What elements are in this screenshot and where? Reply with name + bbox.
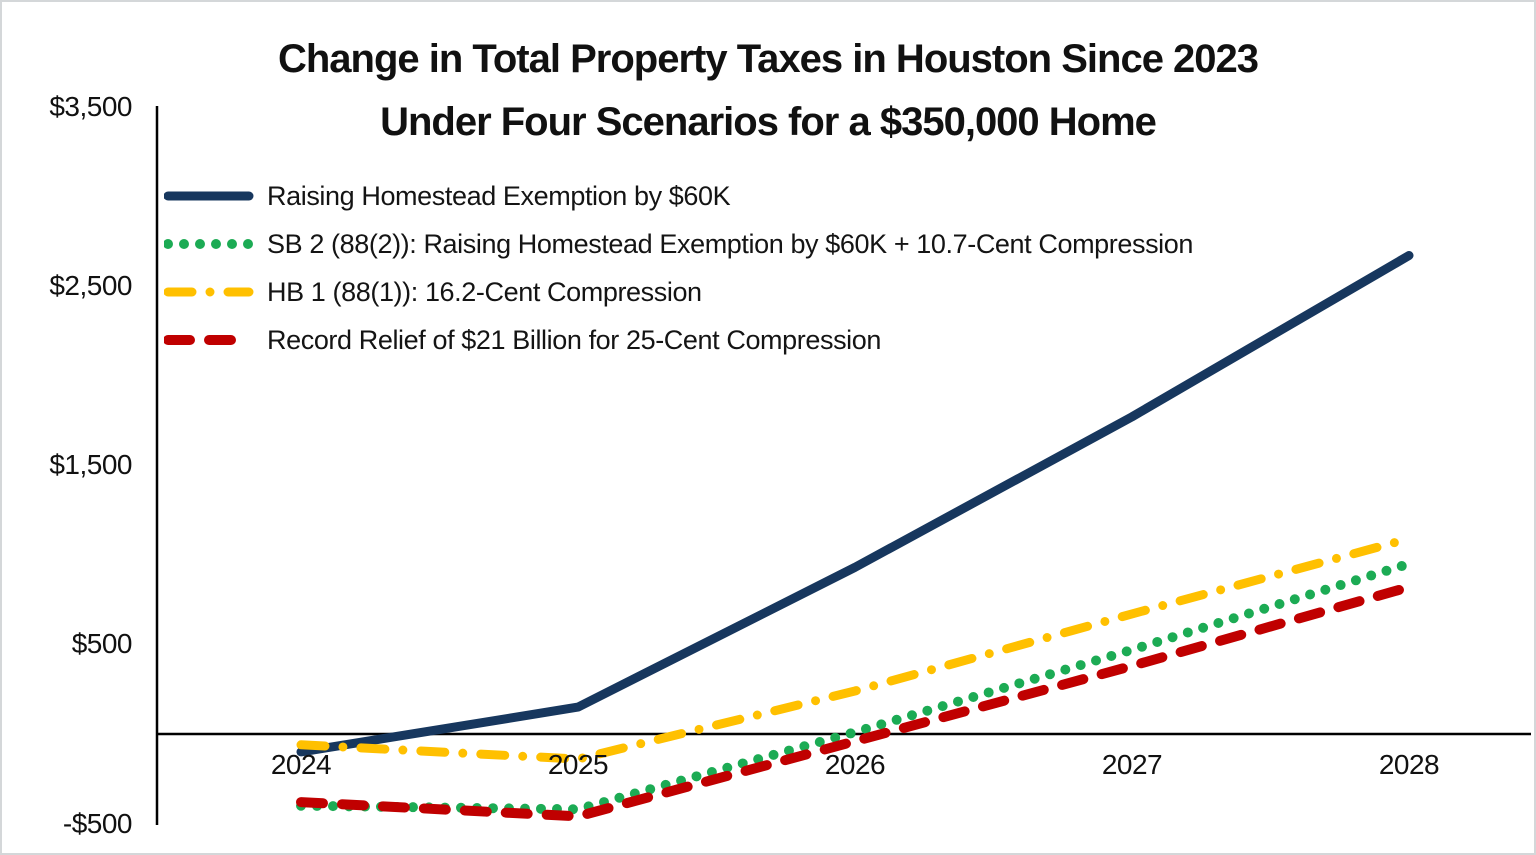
legend-line-sample xyxy=(164,239,254,249)
chart-title-line1: Change in Total Property Taxes in Housto… xyxy=(277,37,1259,81)
series-line-1 xyxy=(296,558,1414,815)
legend-line-sample xyxy=(164,287,254,297)
legend-item: SB 2 (88(2)): Raising Homestead Exemptio… xyxy=(164,226,1193,262)
legend-item: Record Relief of $21 Billion for 25-Cent… xyxy=(164,322,881,358)
y-tick-label: $2,500 xyxy=(49,270,132,301)
y-tick-label: $3,500 xyxy=(49,91,132,122)
y-tick-label: $500 xyxy=(71,628,133,659)
series-line-3 xyxy=(296,582,1414,822)
y-tick-label: $1,500 xyxy=(49,449,132,480)
legend-label: Record Relief of $21 Billion for 25-Cent… xyxy=(267,324,882,355)
series-line-0 xyxy=(296,251,1414,757)
legend-label: HB 1 (88(1)): 16.2-Cent Compression xyxy=(267,276,702,307)
x-tick-label: 2024 xyxy=(270,749,332,780)
legend-label: Raising Homestead Exemption by $60K xyxy=(267,180,731,211)
legend-line-sample xyxy=(164,191,254,201)
series-line-2 xyxy=(296,534,1414,764)
x-tick-label: 2025 xyxy=(547,749,609,780)
y-tick-label: -$500 xyxy=(62,808,133,839)
legend-item: HB 1 (88(1)): 16.2-Cent Compression xyxy=(164,274,702,310)
x-tick-label: 2027 xyxy=(1101,749,1163,780)
chart-title: Change in Total Property Taxes in Housto… xyxy=(2,28,1534,154)
legend-line-sample xyxy=(164,335,254,345)
legend-label: SB 2 (88(2)): Raising Homestead Exemptio… xyxy=(267,228,1194,259)
chart-title-line2: Under Four Scenarios for a $350,000 Home xyxy=(380,100,1157,144)
x-tick-label: 2028 xyxy=(1378,749,1440,780)
x-tick-label: 2026 xyxy=(824,749,886,780)
legend-item: Raising Homestead Exemption by $60K xyxy=(164,178,731,214)
